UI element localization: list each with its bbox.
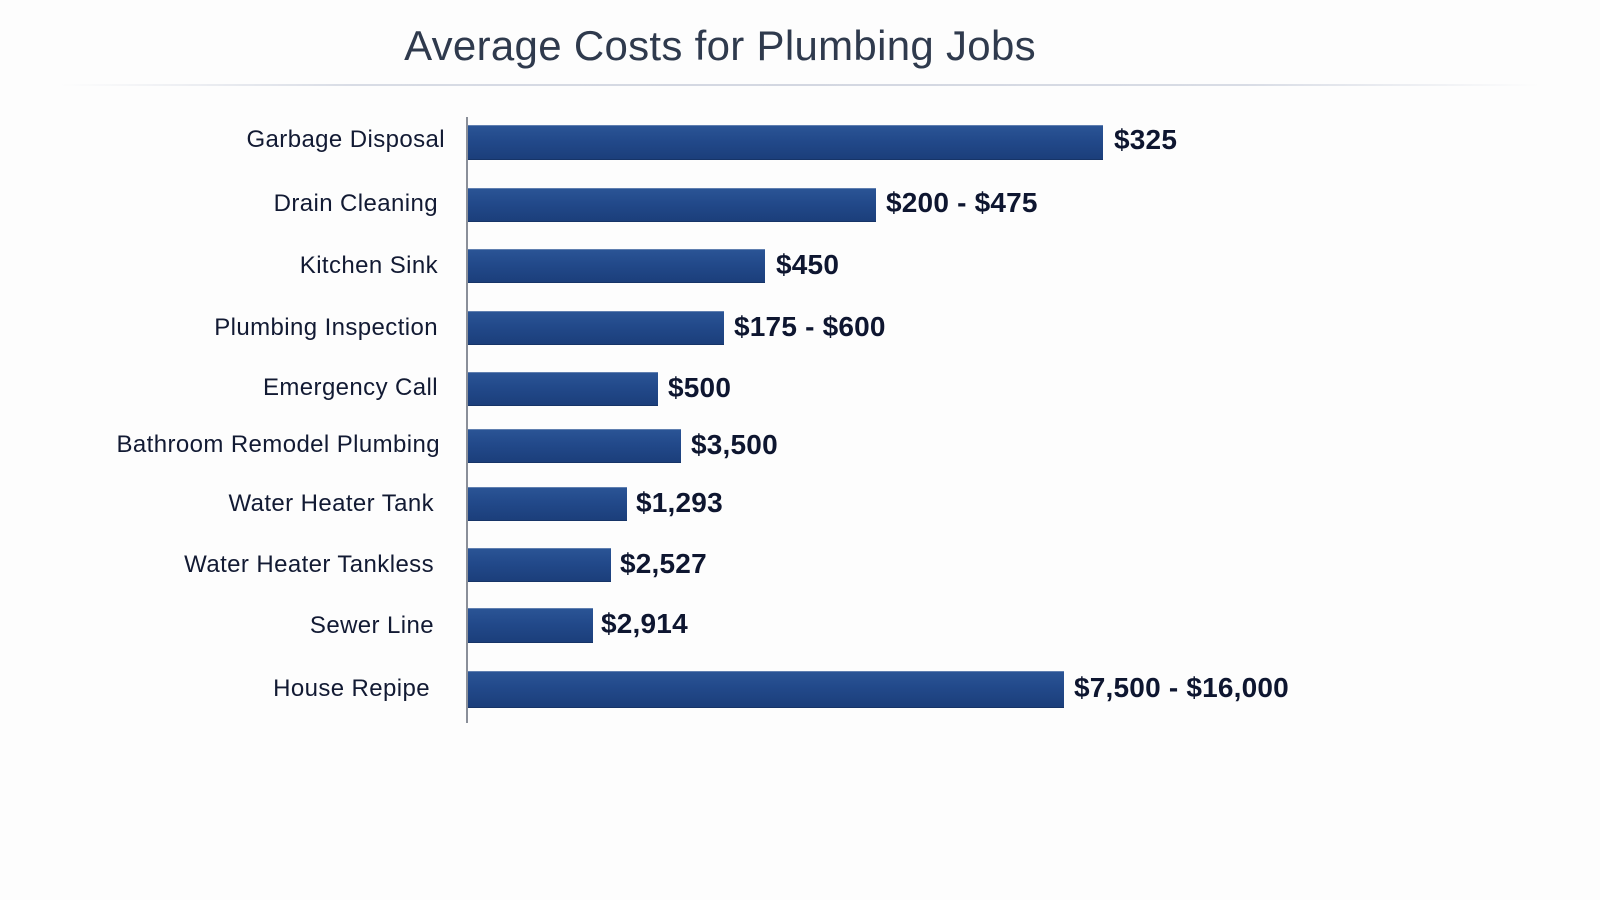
chart-title: Average Costs for Plumbing Jobs [404,22,1036,69]
bar [468,372,658,406]
value-label: $175 - $600 [734,311,886,342]
bar [468,487,627,521]
bar [468,548,611,582]
bar [468,429,681,463]
category-label: Plumbing Inspection [214,314,438,341]
category-label: Emergency Call [263,374,438,401]
bar [468,125,1103,160]
bar [468,311,724,345]
value-label: $450 [776,249,840,280]
category-label: House Repipe [273,675,430,702]
value-label: $1,293 [636,487,723,518]
value-label: $3,500 [691,429,778,460]
category-label: Garbage Disposal [246,126,445,153]
bar [468,249,765,283]
bar [468,671,1064,708]
value-label: $200 - $475 [886,187,1038,218]
category-label: Water Heater Tankless [184,551,434,578]
y-axis-line [466,117,468,723]
category-label: Water Heater Tank [228,490,434,517]
bar [468,608,593,643]
value-label: $2,527 [620,548,707,579]
category-label: Kitchen Sink [299,252,438,279]
value-label: $2,914 [601,608,688,639]
value-label: $7,500 - $16,000 [1074,672,1289,703]
title-divider [60,84,1540,86]
category-label: Bathroom Remodel Plumbing [116,431,440,458]
value-label: $325 [1114,124,1178,155]
category-label: Sewer Line [309,612,434,639]
bar [468,188,876,222]
category-label: Drain Cleaning [273,190,438,217]
value-label: $500 [668,372,732,403]
